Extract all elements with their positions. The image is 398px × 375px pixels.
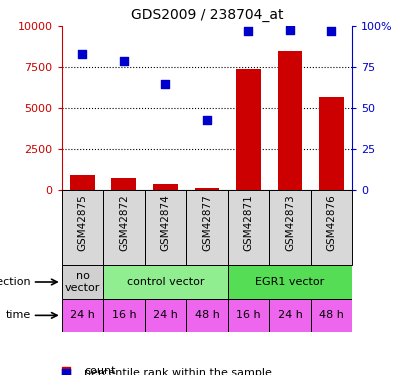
Point — [204, 117, 210, 123]
Bar — [269, 299, 311, 332]
Bar — [103, 265, 228, 299]
Text: GSM42874: GSM42874 — [160, 194, 170, 250]
Text: GSM42873: GSM42873 — [285, 194, 295, 250]
Bar — [236, 69, 261, 190]
Point — [121, 58, 127, 64]
Text: 24 h: 24 h — [70, 310, 95, 320]
Bar — [62, 265, 103, 299]
Bar — [111, 178, 137, 190]
Bar — [228, 265, 352, 299]
Text: GSM42875: GSM42875 — [78, 194, 88, 250]
Bar — [145, 190, 186, 265]
Text: 24 h: 24 h — [153, 310, 178, 320]
Text: 48 h: 48 h — [195, 310, 219, 320]
Point — [245, 28, 252, 34]
Bar — [228, 299, 269, 332]
Bar — [145, 299, 186, 332]
Bar — [277, 51, 302, 190]
Text: GSM42871: GSM42871 — [244, 194, 254, 250]
Bar — [319, 97, 344, 190]
Bar — [311, 299, 352, 332]
Bar — [153, 184, 178, 190]
Text: EGR1 vector: EGR1 vector — [256, 277, 325, 287]
Bar — [186, 299, 228, 332]
Text: no
vector: no vector — [65, 271, 100, 293]
Point — [63, 368, 69, 374]
Bar — [195, 188, 219, 190]
Bar — [62, 299, 103, 332]
Bar — [70, 176, 95, 190]
Text: 48 h: 48 h — [319, 310, 344, 320]
Text: GSM42877: GSM42877 — [202, 194, 212, 250]
Bar — [269, 190, 311, 265]
Text: time: time — [5, 310, 31, 320]
Point — [79, 51, 86, 57]
Text: 24 h: 24 h — [277, 310, 302, 320]
Bar — [186, 190, 228, 265]
Text: GSM42872: GSM42872 — [119, 194, 129, 250]
Title: GDS2009 / 238704_at: GDS2009 / 238704_at — [131, 9, 283, 22]
Bar — [62, 190, 103, 265]
Text: percentile rank within the sample: percentile rank within the sample — [84, 368, 272, 375]
Text: count: count — [84, 366, 116, 375]
Point — [328, 28, 335, 34]
Text: infection: infection — [0, 277, 31, 287]
Text: 16 h: 16 h — [236, 310, 261, 320]
Point — [162, 81, 169, 87]
Bar — [103, 299, 145, 332]
Bar — [103, 190, 145, 265]
Bar — [311, 190, 352, 265]
Text: 16 h: 16 h — [111, 310, 136, 320]
Bar — [228, 190, 269, 265]
Text: control vector: control vector — [127, 277, 204, 287]
Point — [63, 370, 69, 375]
Text: GSM42876: GSM42876 — [326, 194, 336, 250]
Point — [287, 27, 293, 33]
